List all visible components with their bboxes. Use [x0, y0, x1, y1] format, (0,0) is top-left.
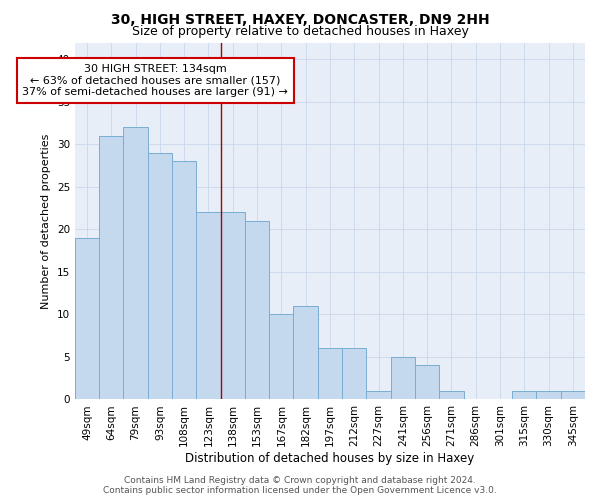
Bar — [367, 391, 391, 400]
Bar — [561, 391, 585, 400]
Bar — [512, 391, 536, 400]
Bar — [293, 306, 318, 400]
Text: 30 HIGH STREET: 134sqm
← 63% of detached houses are smaller (157)
37% of semi-de: 30 HIGH STREET: 134sqm ← 63% of detached… — [22, 64, 288, 97]
Bar — [245, 221, 269, 400]
Y-axis label: Number of detached properties: Number of detached properties — [41, 134, 51, 308]
Bar — [148, 153, 172, 400]
X-axis label: Distribution of detached houses by size in Haxey: Distribution of detached houses by size … — [185, 452, 475, 465]
Bar — [536, 391, 561, 400]
Bar — [318, 348, 342, 400]
Text: Size of property relative to detached houses in Haxey: Size of property relative to detached ho… — [131, 25, 469, 38]
Bar — [172, 162, 196, 400]
Bar — [196, 212, 221, 400]
Bar — [221, 212, 245, 400]
Bar — [342, 348, 367, 400]
Bar — [269, 314, 293, 400]
Text: 30, HIGH STREET, HAXEY, DONCASTER, DN9 2HH: 30, HIGH STREET, HAXEY, DONCASTER, DN9 2… — [110, 12, 490, 26]
Bar — [75, 238, 99, 400]
Bar — [391, 357, 415, 400]
Bar — [99, 136, 124, 400]
Bar — [439, 391, 464, 400]
Text: Contains HM Land Registry data © Crown copyright and database right 2024.
Contai: Contains HM Land Registry data © Crown c… — [103, 476, 497, 495]
Bar — [415, 366, 439, 400]
Bar — [124, 128, 148, 400]
